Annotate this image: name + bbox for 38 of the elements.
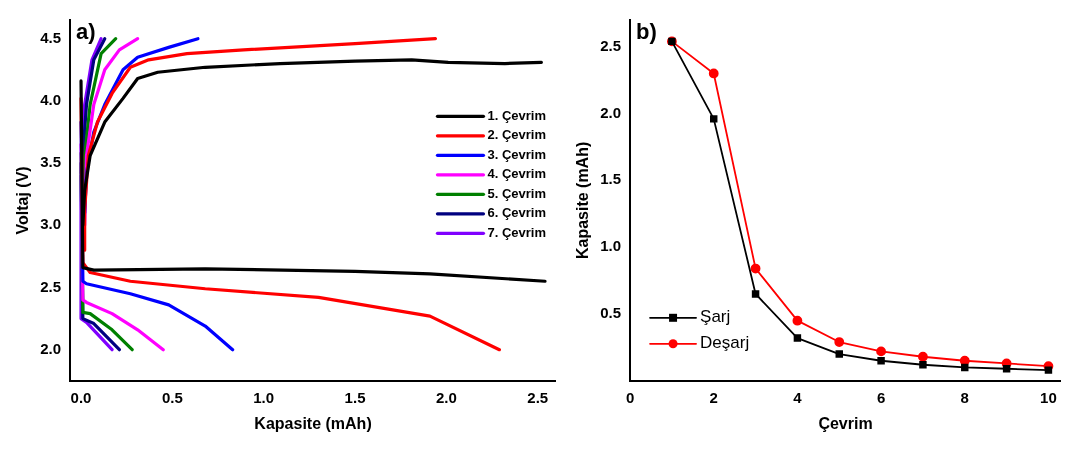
legend-label: 3. Çevrim <box>487 146 547 162</box>
y-tick-label: 1.5 <box>600 170 622 188</box>
x-tick-label: 2.5 <box>527 388 549 406</box>
legend-label: 2. Çevrim <box>487 127 547 143</box>
x-tick-label: 1.0 <box>253 388 275 406</box>
y-tick-label: 3.0 <box>40 215 62 233</box>
y-tick-label: 2.5 <box>40 277 62 295</box>
x-tick-label: 6 <box>876 388 886 406</box>
legend-label: Şarj <box>700 307 731 327</box>
y-tick-label: 4.0 <box>40 91 62 109</box>
y-tick-label: 2.5 <box>600 36 622 54</box>
chart-title: b) <box>636 19 657 45</box>
legend-label: 5. Çevrim <box>487 185 547 201</box>
x-tick-label: 8 <box>960 388 969 406</box>
y-tick-label: 2.0 <box>40 339 62 357</box>
legend-label: 4. Çevrim <box>487 166 547 182</box>
x-tick-label: 2 <box>709 388 718 406</box>
legend-label: 7. Çevrim <box>487 224 547 240</box>
x-tick-label: 10 <box>1040 388 1057 406</box>
legend-label: 1. Çevrim <box>487 107 547 123</box>
x-tick-label: 0.5 <box>161 388 183 406</box>
x-axis-title: Kapasite (mAh) <box>254 414 372 432</box>
x-tick-label: 0.0 <box>70 388 92 406</box>
y-tick-label: 3.5 <box>40 153 62 171</box>
legend-label: Deşarj <box>700 333 750 353</box>
x-tick-label: 0 <box>625 388 635 406</box>
y-tick-label: 2.0 <box>600 103 622 121</box>
x-axis-title: Çevrim <box>818 414 873 432</box>
y-tick-label: 1.0 <box>600 237 622 255</box>
y-tick-label: 0.5 <box>600 304 622 322</box>
y-axis-title: Voltaj (V) <box>14 166 32 235</box>
legend-label: 6. Çevrim <box>487 205 547 221</box>
chart-title: a) <box>76 19 96 45</box>
y-axis-title: Kapasite (mAh) <box>574 141 592 260</box>
x-tick-label: 4 <box>793 388 803 406</box>
x-tick-label: 2.0 <box>435 388 457 406</box>
x-tick-label: 1.5 <box>344 388 366 406</box>
y-tick-label: 4.5 <box>40 28 62 46</box>
